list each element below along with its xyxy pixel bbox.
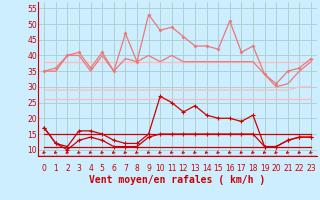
X-axis label: Vent moyen/en rafales ( km/h ): Vent moyen/en rafales ( km/h ) bbox=[90, 175, 266, 185]
